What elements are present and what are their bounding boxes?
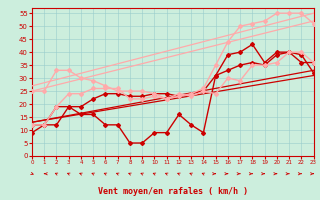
Text: Vent moyen/en rafales ( km/h ): Vent moyen/en rafales ( km/h ) — [98, 187, 248, 196]
